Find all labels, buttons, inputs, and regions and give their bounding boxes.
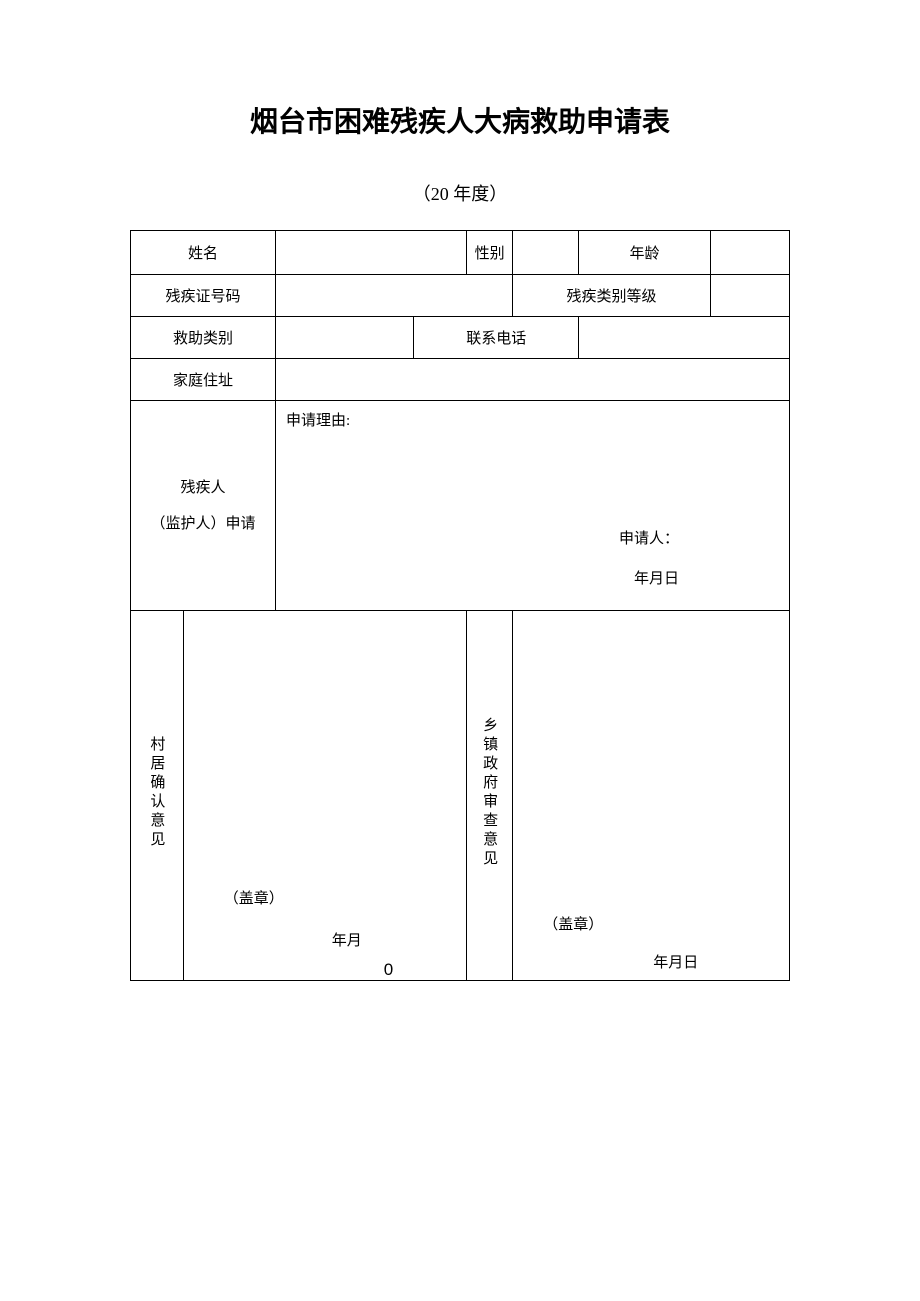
form-title: 烟台市困难残疾人大病救助申请表	[130, 100, 790, 140]
label-applicant-section: 残疾人 （监护人）申请	[131, 401, 276, 611]
village-zero: 0	[384, 960, 393, 980]
label-village-opinion: 村居确认意见	[131, 611, 184, 981]
village-opinion-cell[interactable]: （盖章） 年月 0	[183, 611, 466, 981]
township-stamp: （盖章）	[543, 913, 603, 934]
value-aid-type[interactable]	[275, 317, 413, 359]
label-aid-type: 救助类别	[131, 317, 276, 359]
row-aid: 救助类别 联系电话	[131, 317, 790, 359]
application-table: 姓名 性别 年龄 残疾证号码 残疾类别等级 救助类别 联系电话 家庭住址	[130, 230, 790, 981]
township-opinion-cell[interactable]: （盖章） 年月日	[513, 611, 790, 981]
form-subtitle: （20 年度）	[130, 180, 790, 206]
value-name[interactable]	[275, 231, 466, 275]
value-cert-no[interactable]	[275, 275, 512, 317]
village-date: 年月	[332, 929, 362, 950]
value-age[interactable]	[710, 231, 789, 275]
village-stamp: （盖章）	[224, 887, 284, 908]
label-phone: 联系电话	[414, 317, 579, 359]
label-applicant-sign: 申请人：	[619, 527, 679, 548]
label-applicant-date: 年月日	[634, 567, 679, 588]
row-name: 姓名 性别 年龄	[131, 231, 790, 275]
row-cert: 残疾证号码 残疾类别等级	[131, 275, 790, 317]
row-opinions: 村居确认意见 （盖章） 年月 0 乡镇政府审查意见 （盖章） 年月日	[131, 611, 790, 981]
label-applicant-line2: （监护人）申请	[131, 506, 275, 542]
label-applicant-line1: 残疾人	[131, 470, 275, 506]
label-age: 年龄	[579, 231, 711, 275]
label-name: 姓名	[131, 231, 276, 275]
application-reason-cell[interactable]: 申请理由: 申请人： 年月日	[275, 401, 789, 611]
row-application: 残疾人 （监护人）申请 申请理由: 申请人： 年月日	[131, 401, 790, 611]
value-phone[interactable]	[579, 317, 790, 359]
label-cert-no: 残疾证号码	[131, 275, 276, 317]
label-address: 家庭住址	[131, 359, 276, 401]
label-disability-type: 残疾类别等级	[513, 275, 711, 317]
label-reason: 申请理由:	[286, 409, 350, 430]
value-gender[interactable]	[513, 231, 579, 275]
township-date: 年月日	[653, 951, 698, 972]
value-disability-type[interactable]	[710, 275, 789, 317]
label-township-opinion: 乡镇政府审查意见	[467, 611, 513, 981]
value-address[interactable]	[275, 359, 789, 401]
label-gender: 性别	[467, 231, 513, 275]
form-page: 烟台市困难残疾人大病救助申请表 （20 年度） 姓名 性别 年龄 残疾证号码 残…	[0, 0, 920, 981]
row-address: 家庭住址	[131, 359, 790, 401]
